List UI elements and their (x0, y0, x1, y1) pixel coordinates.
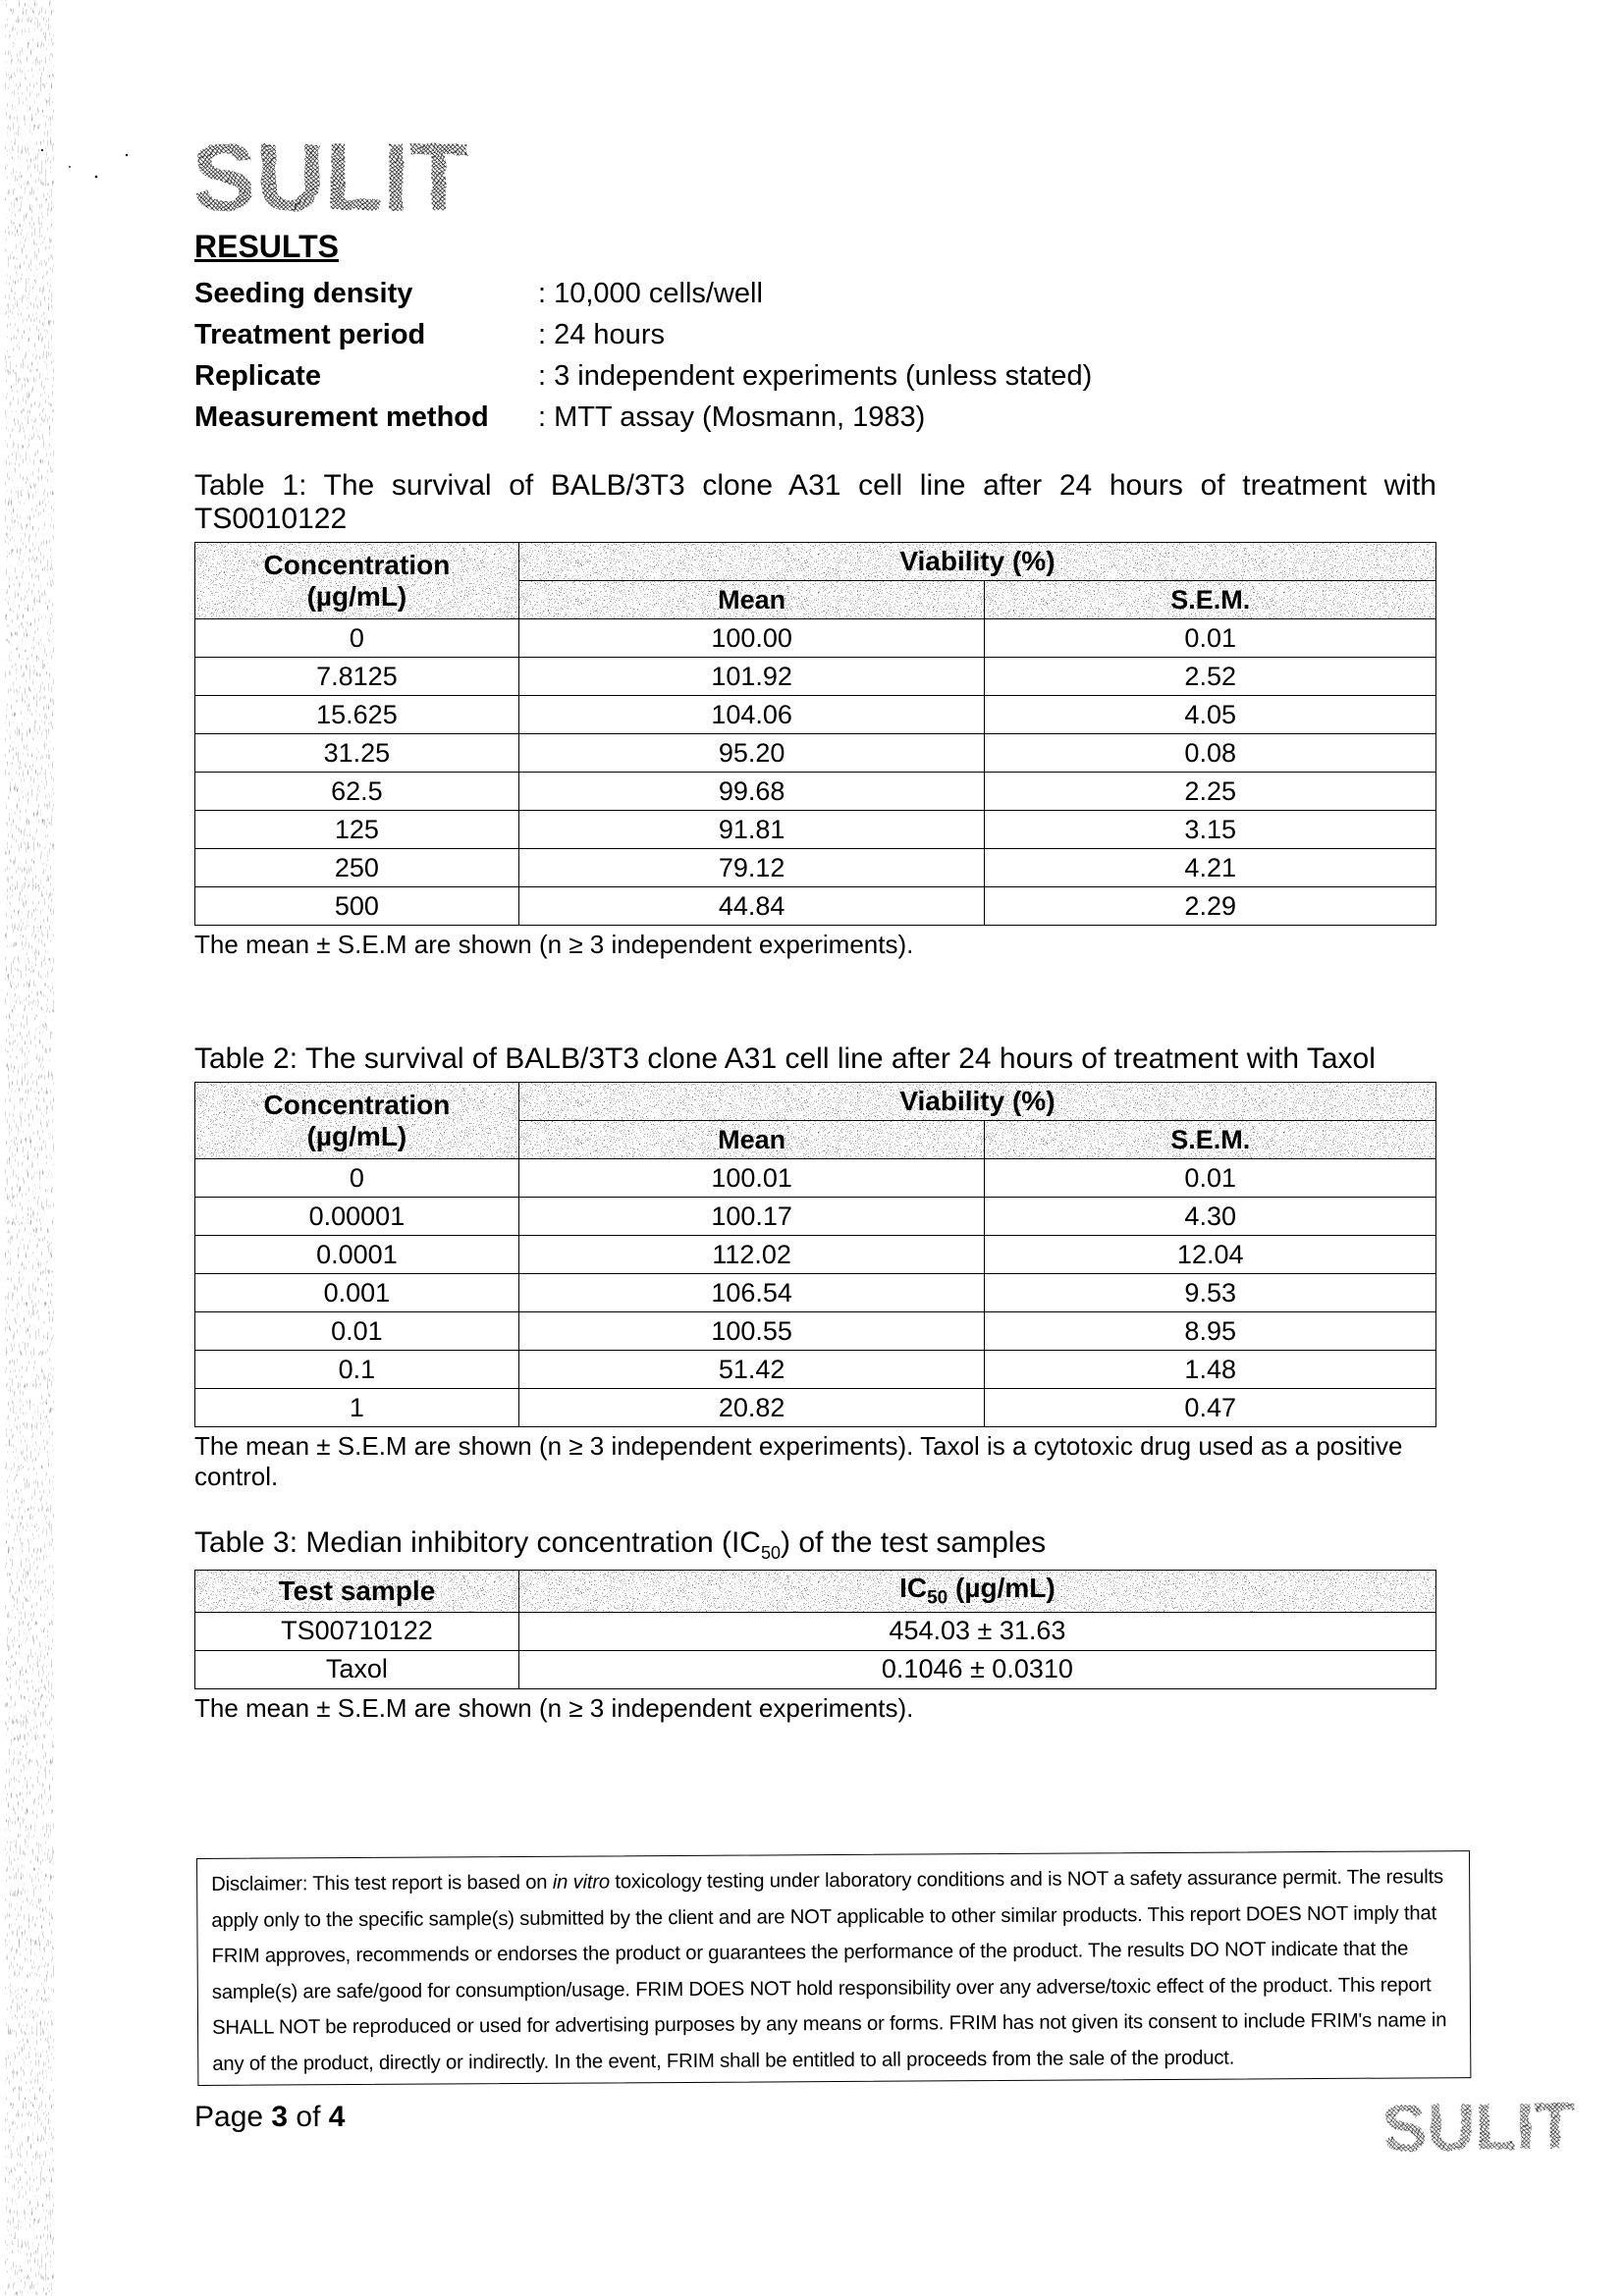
svg-text:SULIT: SULIT (1381, 2089, 1575, 2166)
svg-text:SULIT: SULIT (192, 126, 467, 231)
